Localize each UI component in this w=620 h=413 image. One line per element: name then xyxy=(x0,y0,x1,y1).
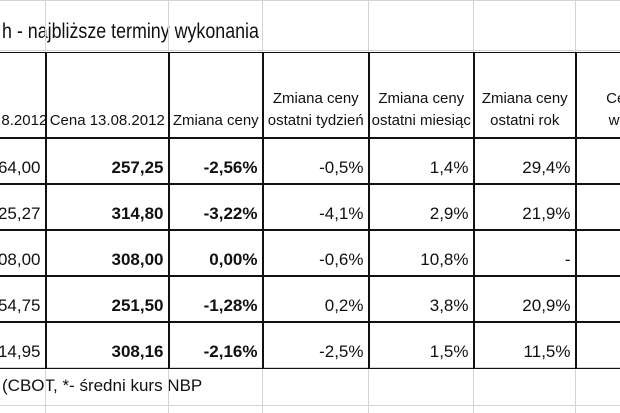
data-cell xyxy=(575,321,620,369)
data-cell xyxy=(575,229,620,277)
data-cell xyxy=(575,183,620,231)
data-cell: 1,4% xyxy=(368,137,475,185)
header-text: Cena 13.08.2012 xyxy=(49,111,165,129)
header-cell: Cena 13.08.2012 xyxy=(45,52,170,139)
data-cell: 308,16 xyxy=(45,321,170,369)
header-cell: Cena t wyraz xyxy=(575,52,620,139)
data-cell: 25,27 xyxy=(0,183,47,231)
data-cell: -1,28% xyxy=(168,275,264,323)
data-cell: 0,2% xyxy=(262,275,370,323)
header-text: Zmiana ceny xyxy=(481,89,568,107)
data-cell: 314,80 xyxy=(45,183,170,231)
data-cell: 29,4% xyxy=(473,137,577,185)
data-cell: -0,5% xyxy=(262,137,370,185)
data-cell: - xyxy=(473,229,577,277)
footnote: (CBOT, *- średni kurs NBP xyxy=(2,376,203,395)
data-cell: 20,9% xyxy=(473,275,577,323)
header-text: ostatni rok xyxy=(490,111,560,129)
data-cell: 11,5% xyxy=(473,321,577,369)
data-cell: 08,00 xyxy=(0,229,47,277)
header-text: Cena t xyxy=(606,89,620,107)
header-text: wyraz xyxy=(608,111,620,129)
data-cell: -2,16% xyxy=(168,321,264,369)
data-cell xyxy=(575,275,620,323)
data-cell: -4,1% xyxy=(262,183,370,231)
data-cell: 54,75 xyxy=(0,275,47,323)
header-text: ostatni miesiąc xyxy=(371,111,471,129)
data-cell: 3,8% xyxy=(368,275,475,323)
header-text: Zmiana ceny xyxy=(172,111,259,129)
data-cell xyxy=(575,137,620,185)
grid-line xyxy=(0,367,620,368)
grid-line xyxy=(0,405,620,406)
header-text: .8.2012 xyxy=(0,111,47,129)
data-cell: 251,50 xyxy=(45,275,170,323)
data-cell: 2,9% xyxy=(368,183,475,231)
header-text: Zmiana ceny xyxy=(272,89,359,107)
data-cell: 64,00 xyxy=(0,137,47,185)
data-cell: 14,95 xyxy=(0,321,47,369)
data-cell: -2,5% xyxy=(262,321,370,369)
data-cell: 21,9% xyxy=(473,183,577,231)
header-cell: Zmiana ceny ostatni miesiąc xyxy=(368,52,475,139)
data-cell: 10,8% xyxy=(368,229,475,277)
grid-line xyxy=(0,50,620,51)
header-cell: .8.2012 xyxy=(0,52,47,139)
header-cell: Zmiana ceny ostatni tydzień xyxy=(262,52,370,139)
data-cell: 308,00 xyxy=(45,229,170,277)
data-cell: 0,00% xyxy=(168,229,264,277)
data-cell: -0,6% xyxy=(262,229,370,277)
sheet-title: h - najbliższe terminy wykonania xyxy=(2,20,259,43)
data-cell: 257,25 xyxy=(45,137,170,185)
grid-line xyxy=(0,0,620,1)
data-cell: 1,5% xyxy=(368,321,475,369)
header-text: ostatni tydzień xyxy=(267,111,364,129)
data-cell: -2,56% xyxy=(168,137,264,185)
header-text: Zmiana ceny xyxy=(378,89,465,107)
header-cell: Zmiana ceny ostatni rok xyxy=(473,52,577,139)
header-cell: Zmiana ceny xyxy=(168,52,264,139)
data-cell: -3,22% xyxy=(168,183,264,231)
